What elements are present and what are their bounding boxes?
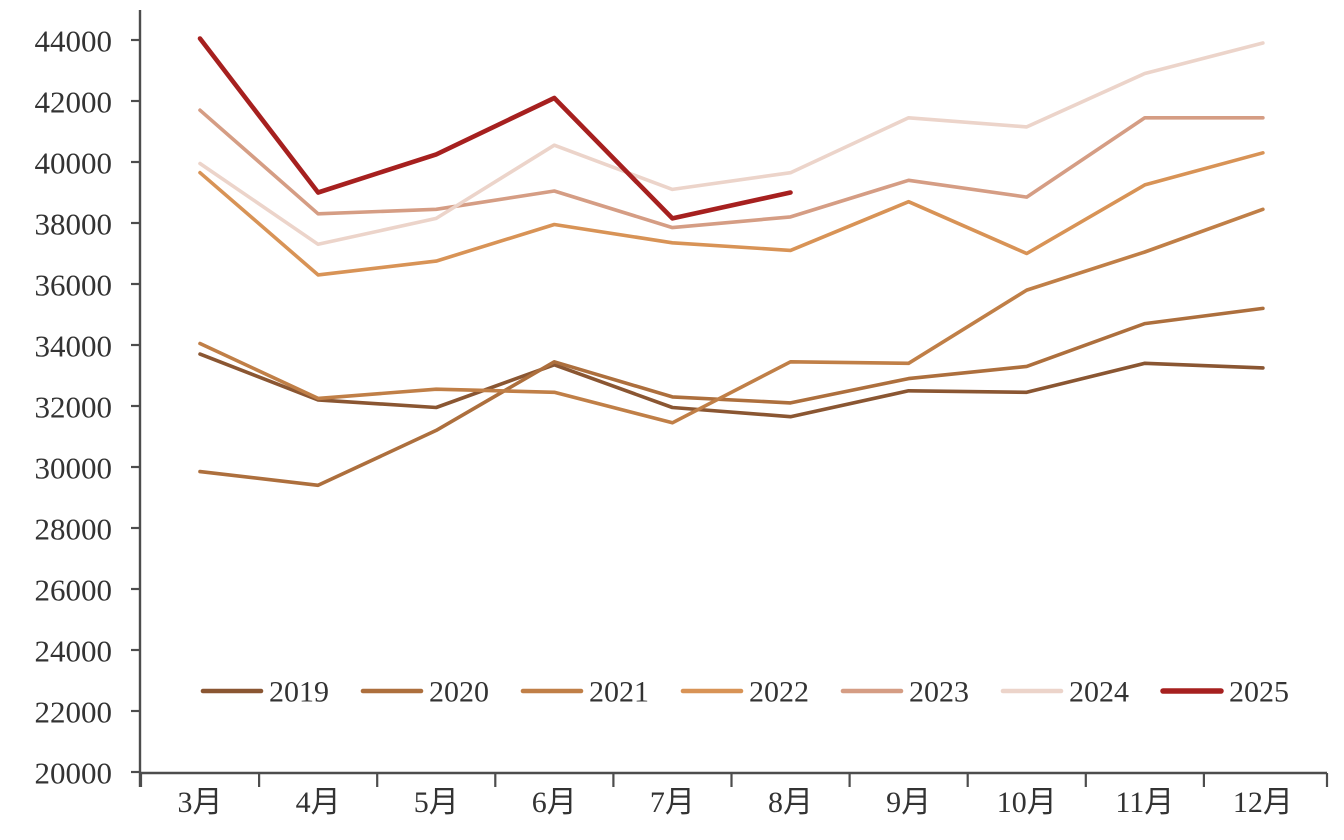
legend-label-2025: 2025 <box>1229 676 1289 709</box>
x-axis-label: 10月 <box>997 786 1057 819</box>
x-axis-label: 6月 <box>532 786 577 819</box>
y-axis-label: 36000 <box>35 268 113 303</box>
legend-item-2021: 2021 <box>520 676 649 709</box>
y-axis-label: 38000 <box>35 207 113 242</box>
y-axis-label: 28000 <box>35 512 113 547</box>
series-line-2021 <box>198 207 1265 425</box>
y-axis-label: 44000 <box>35 24 113 59</box>
legend-label-2020: 2020 <box>429 676 489 709</box>
series-line-2020 <box>198 306 1265 488</box>
x-axis-label: 11月 <box>1115 786 1174 819</box>
legend-item-2022: 2022 <box>680 676 809 709</box>
y-axis-label: 22000 <box>35 695 113 730</box>
series-line-2022 <box>198 151 1265 277</box>
legend-label-2019: 2019 <box>269 676 329 709</box>
x-axis-label: 3月 <box>178 786 223 819</box>
y-axis-label: 20000 <box>35 756 113 791</box>
series-line-2024 <box>198 41 1265 247</box>
legend-item-2025: 2025 <box>1160 676 1289 709</box>
x-axis-label: 5月 <box>414 786 459 819</box>
y-axis-label: 42000 <box>35 85 113 120</box>
x-axis-label: 4月 <box>296 786 341 819</box>
x-axis-label: 12月 <box>1233 786 1293 819</box>
x-axis-label: 9月 <box>886 786 931 819</box>
y-axis-label: 26000 <box>35 573 113 608</box>
y-axis-label: 30000 <box>35 451 113 486</box>
y-axis-label: 34000 <box>35 329 113 364</box>
series-line-2019 <box>198 352 1265 419</box>
legend-item-2024: 2024 <box>1000 676 1129 709</box>
legend-label-2022: 2022 <box>749 676 809 709</box>
legend-label-2021: 2021 <box>589 676 649 709</box>
series-line-2023 <box>198 108 1265 230</box>
legend-label-2024: 2024 <box>1069 676 1129 709</box>
series-line-2025 <box>197 36 793 221</box>
legend-item-2019: 2019 <box>200 676 329 709</box>
legend-item-2020: 2020 <box>360 676 489 709</box>
x-axis-label: 7月 <box>650 786 695 819</box>
x-axis-label: 8月 <box>768 786 813 819</box>
y-axis-label: 24000 <box>35 634 113 669</box>
y-axis-label: 32000 <box>35 390 113 425</box>
legend-item-2023: 2023 <box>840 676 969 709</box>
y-axis-label: 40000 <box>35 146 113 181</box>
legend-label-2023: 2023 <box>909 676 969 709</box>
